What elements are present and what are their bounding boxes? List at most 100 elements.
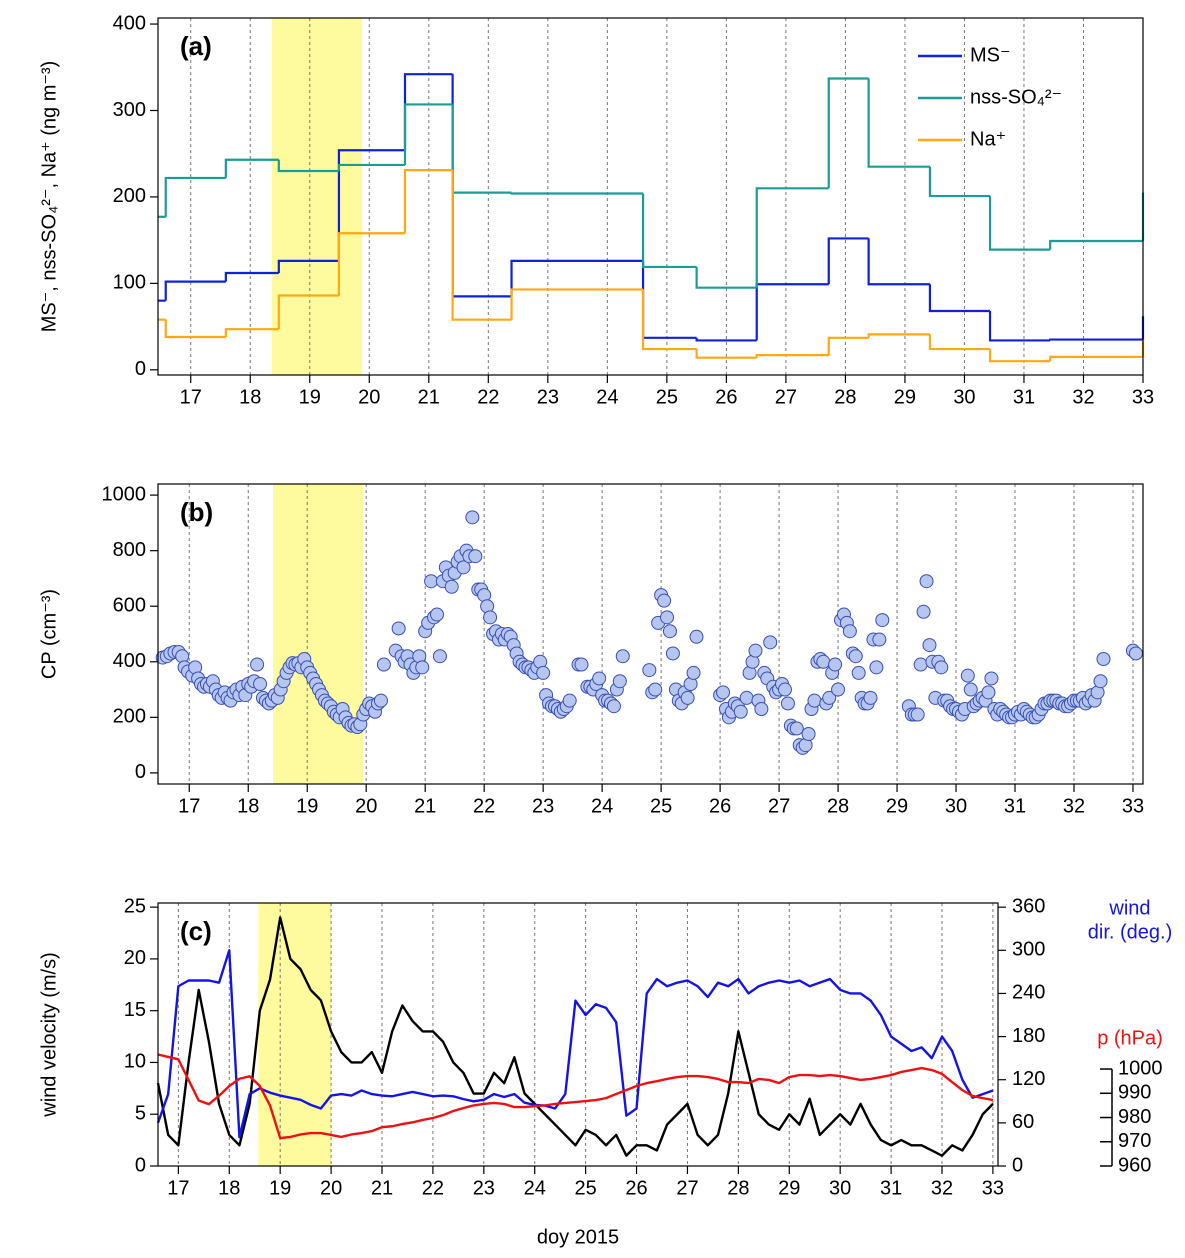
data-point [739, 690, 754, 705]
data-point [842, 624, 857, 639]
data-point [562, 693, 577, 708]
x-tick-label: 25 [656, 386, 678, 408]
data-point [910, 707, 925, 722]
plot-frame [157, 902, 999, 1167]
data-point [665, 646, 680, 661]
y-axis-label: wind velocity (m/s) [38, 952, 60, 1117]
x-tick-label: 33 [1132, 386, 1154, 408]
data-point [606, 699, 621, 714]
data-point [1096, 652, 1111, 666]
step-segment [224, 158, 279, 178]
x-tick-label: 25 [575, 1177, 597, 1199]
x-tick-label: 26 [715, 386, 737, 408]
plot-frame [157, 17, 1144, 376]
y-tick-label: 100 [113, 272, 146, 294]
y-axis-label: CP (cm⁻³) [38, 589, 60, 679]
y3-tick-label: 960 [1118, 1154, 1151, 1176]
highlight-band [273, 484, 364, 784]
step-segment [277, 294, 339, 330]
y2-tick-label: 60 [1012, 1111, 1034, 1133]
x-tick-label: 32 [1063, 795, 1085, 817]
y2-tick-label: 0 [1012, 1154, 1023, 1176]
x-tick-label: 22 [422, 1177, 444, 1199]
data-point [919, 574, 934, 589]
data-point [686, 665, 701, 680]
step-segment [827, 336, 869, 356]
data-point [662, 624, 677, 639]
step-segment [403, 103, 453, 165]
y-tick-label: 400 [113, 12, 146, 34]
data-point [680, 690, 695, 705]
step-segment [1049, 239, 1143, 250]
data-point [828, 657, 843, 672]
x-tick-label: 21 [418, 386, 440, 408]
step-segment [827, 237, 869, 285]
x-tick-label: 30 [829, 1177, 851, 1199]
x-tick-label: 31 [880, 1177, 902, 1199]
step-segment [164, 280, 226, 301]
step-segment [451, 104, 512, 194]
step-segment [510, 192, 644, 195]
step-segment [277, 259, 339, 273]
x-tick-label: 26 [709, 795, 731, 817]
x-axis-label: doy 2015 [537, 1226, 619, 1248]
data-point [934, 660, 949, 675]
step-segment [403, 169, 453, 234]
data-point [592, 671, 607, 686]
x-tick-label: 23 [532, 795, 554, 817]
data-point [869, 660, 884, 675]
step-segment [337, 232, 405, 296]
data-point [984, 671, 999, 686]
data-point [875, 613, 890, 628]
data-point [963, 682, 978, 697]
step-segment [1049, 338, 1143, 341]
step-segment [755, 187, 829, 288]
data-point [822, 690, 837, 705]
panel-label: (a) [180, 31, 212, 61]
data-point [981, 685, 996, 700]
step-segment [867, 238, 930, 286]
y-tick-label: 20 [124, 947, 146, 969]
step-segment [510, 288, 644, 320]
step-segment [224, 271, 279, 282]
x-tick-label: 28 [727, 1177, 749, 1199]
data-point [848, 649, 863, 664]
data-point [483, 610, 498, 625]
data-point [465, 510, 480, 525]
data-point [916, 604, 931, 619]
data-point [789, 721, 804, 736]
y2-tick-label: 300 [1012, 939, 1045, 961]
y-tick-label: 600 [113, 595, 146, 617]
data-point [801, 727, 816, 741]
legend-label: MS⁻ [970, 44, 1011, 66]
y-tick-label: 15 [124, 999, 146, 1021]
y2-tick-label: 120 [1012, 1068, 1045, 1090]
data-point [536, 665, 551, 680]
data-point [733, 704, 748, 719]
step-segment [988, 311, 1051, 342]
x-tick-label: 24 [524, 1177, 546, 1199]
y-tick-label: 200 [113, 185, 146, 207]
step-segment [451, 74, 512, 298]
step-segment [164, 176, 226, 217]
x-tick-label: 29 [886, 795, 908, 817]
x-tick-label: 18 [218, 1177, 240, 1199]
data-point [250, 657, 265, 672]
data-point [648, 682, 663, 697]
data-point [960, 668, 975, 683]
step-segment [641, 289, 697, 351]
panel: 17 18 19 20 21 22 23 24 25 26 27 28 29 30 31 32 33 0 200 40… [38, 483, 1144, 817]
x-tick-label: 31 [1013, 386, 1035, 408]
x-tick-label: 23 [537, 386, 559, 408]
step-segment [695, 266, 757, 289]
y-tick-label: 400 [113, 650, 146, 672]
step-segment [755, 354, 829, 358]
x-tick-label: 17 [178, 795, 200, 817]
step-segment [695, 337, 757, 342]
data-point [574, 657, 589, 672]
x-tick-label: 24 [591, 795, 613, 817]
data-point [689, 629, 704, 644]
y-tick-label: 0 [135, 358, 146, 380]
data-point [253, 677, 268, 691]
x-tick-label: 30 [953, 386, 975, 408]
